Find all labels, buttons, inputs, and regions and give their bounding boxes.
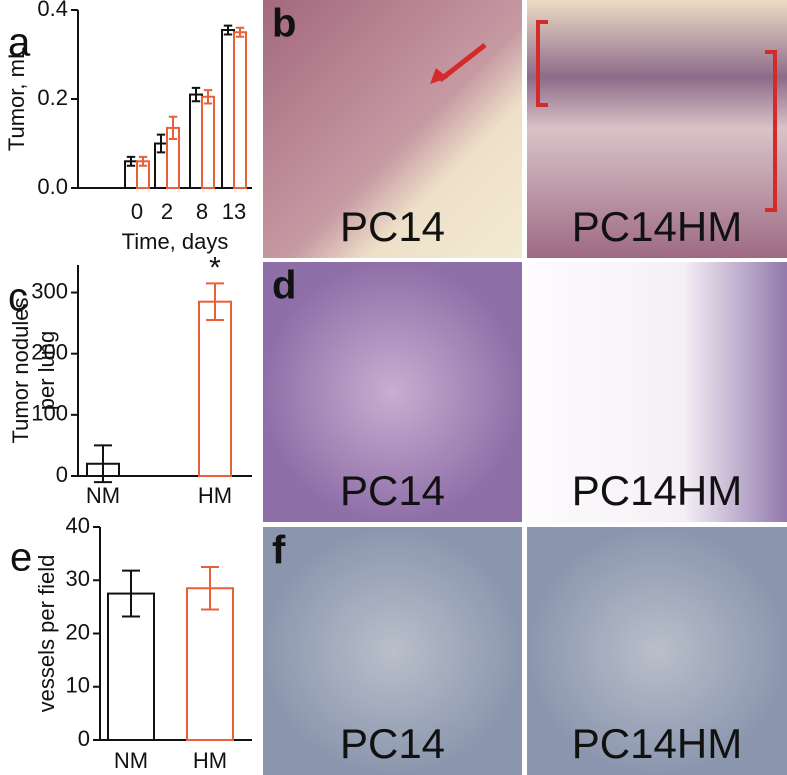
panel-letter: f bbox=[272, 529, 286, 573]
x-tick-label: 2 bbox=[161, 199, 173, 224]
y-tick-label: 100 bbox=[31, 401, 68, 426]
photos bbox=[263, 0, 787, 775]
arrow bbox=[438, 43, 487, 82]
panel-letter: a bbox=[8, 21, 31, 65]
error-bar bbox=[94, 444, 112, 484]
y-tick-label: 10 bbox=[66, 673, 90, 698]
y-axis-label: Tumor nodules bbox=[8, 298, 33, 444]
image-caption: PC14 bbox=[340, 720, 445, 767]
y-tick-label: 300 bbox=[31, 278, 68, 303]
bar bbox=[189, 93, 203, 189]
y-tick-label: 0.0 bbox=[37, 174, 68, 199]
x-tick-label: 0 bbox=[131, 199, 143, 224]
error-bar bbox=[191, 86, 201, 103]
photo bbox=[263, 262, 522, 522]
bracket bbox=[765, 50, 777, 212]
error-bar bbox=[126, 155, 136, 167]
bar bbox=[198, 300, 232, 477]
image-caption: PC14HM bbox=[572, 467, 742, 514]
x-tick-label: NM bbox=[86, 483, 120, 508]
image-caption: PC14HM bbox=[572, 720, 742, 767]
x-tick-label: 13 bbox=[222, 199, 246, 224]
x-tick-label: HM bbox=[198, 483, 232, 508]
photo bbox=[527, 262, 787, 522]
panel-letter: b bbox=[272, 2, 296, 46]
bracket bbox=[536, 20, 548, 107]
error-bar bbox=[168, 115, 178, 141]
error-bar bbox=[235, 26, 245, 38]
error-bar bbox=[206, 282, 224, 322]
photo bbox=[263, 527, 522, 775]
annotation: * bbox=[209, 251, 221, 284]
x-tick-label: HM bbox=[193, 748, 227, 773]
error-bar bbox=[223, 24, 233, 36]
x-tick-label: 8 bbox=[196, 199, 208, 224]
y-axis-label: per lung bbox=[34, 331, 59, 411]
y-tick-label: 0 bbox=[56, 462, 68, 487]
y-tick-label: 0 bbox=[78, 726, 90, 751]
image-caption: PC14HM bbox=[572, 203, 742, 250]
error-bar bbox=[203, 89, 213, 105]
photo bbox=[527, 527, 787, 775]
error-bar bbox=[156, 133, 166, 154]
bar bbox=[221, 29, 235, 190]
error-bar bbox=[201, 565, 219, 611]
bar bbox=[233, 31, 247, 189]
bar bbox=[201, 95, 215, 189]
x-axis-label: Time, days bbox=[122, 229, 229, 254]
photo bbox=[527, 0, 787, 258]
y-axis-label: vessels per field bbox=[34, 555, 59, 713]
panel-letter: d bbox=[272, 264, 296, 308]
image-caption: PC14 bbox=[340, 467, 445, 514]
y-tick-label: 0.4 bbox=[37, 0, 68, 21]
y-tick-label: 30 bbox=[66, 566, 90, 591]
photo bbox=[263, 0, 522, 258]
y-tick-label: 40 bbox=[66, 513, 90, 538]
error-bar bbox=[138, 155, 148, 167]
panel-letter: c bbox=[8, 276, 28, 320]
arrow-head bbox=[430, 68, 448, 84]
y-tick-label: 20 bbox=[66, 619, 90, 644]
bar bbox=[186, 587, 234, 741]
x-tick-label: NM bbox=[114, 748, 148, 773]
y-tick-label: 200 bbox=[31, 339, 68, 364]
image-caption: PC14 bbox=[340, 203, 445, 250]
panel-letter: e bbox=[10, 536, 32, 580]
y-tick-label: 0.2 bbox=[37, 85, 68, 110]
error-bar bbox=[122, 569, 140, 618]
y-axis-label: Tumor, mL bbox=[4, 47, 29, 151]
